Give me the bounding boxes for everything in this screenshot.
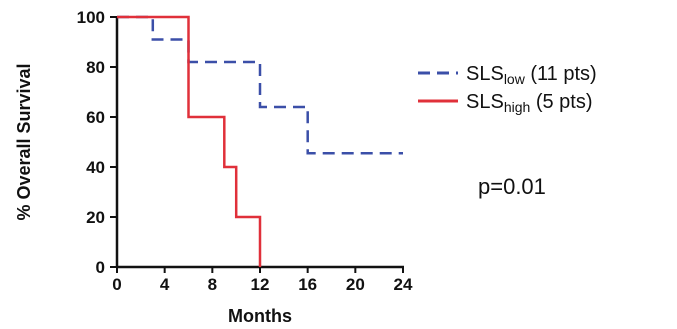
legend: SLSlow (11 pts) SLShigh (5 pts): [418, 63, 597, 115]
series-line-high: [117, 17, 260, 267]
y-tick-label: 80: [86, 58, 105, 77]
x-axis-title: Months: [228, 306, 292, 326]
x-tick-label: 12: [251, 275, 270, 294]
x-tick-label: 16: [298, 275, 317, 294]
y-tick-label: 60: [86, 108, 105, 127]
legend-label-high: SLShigh (5 pts): [466, 91, 593, 115]
x-tick-label: 8: [208, 275, 217, 294]
y-tick-label: 100: [77, 8, 105, 27]
p-value-annotation: p=0.01: [478, 174, 546, 199]
series-line-low: [117, 17, 403, 153]
y-tick-label: 40: [86, 158, 105, 177]
x-tick-label: 24: [394, 275, 413, 294]
y-tick-label: 0: [96, 258, 105, 277]
axes: 0 4 8 12 16 20 24 0 20 40 60 80 100: [77, 8, 413, 294]
y-axis-title: % Overall Survival: [14, 63, 34, 220]
legend-label-low: SLSlow (11 pts): [466, 63, 597, 87]
y-tick-label: 20: [86, 208, 105, 227]
x-tick-label: 4: [160, 275, 170, 294]
series-layer: [117, 17, 403, 267]
x-tick-label: 0: [112, 275, 121, 294]
x-tick-label: 20: [346, 275, 365, 294]
